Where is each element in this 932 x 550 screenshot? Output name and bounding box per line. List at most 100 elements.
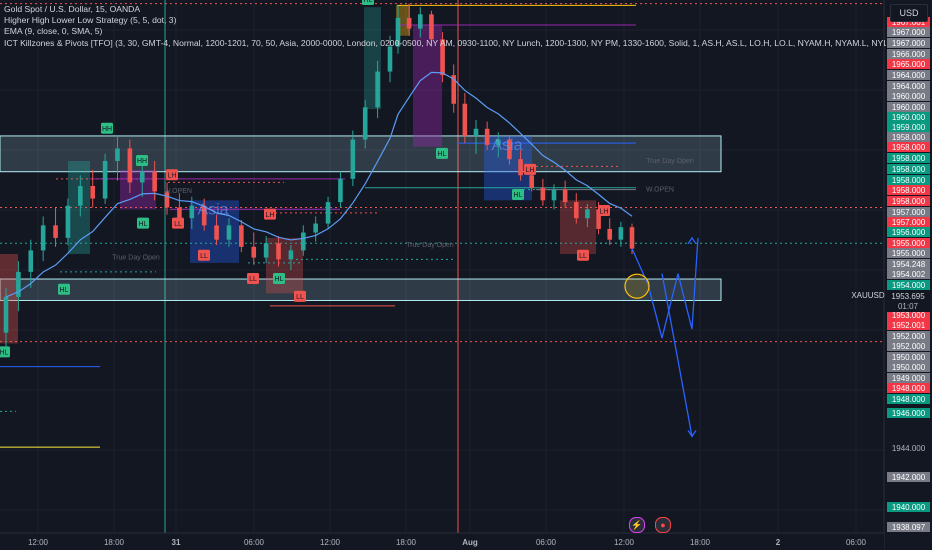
candle-body bbox=[53, 225, 58, 238]
swing-label-bg bbox=[101, 122, 113, 134]
price-tick: 1949.000 bbox=[887, 373, 930, 383]
swing-label-lh: LH bbox=[166, 169, 178, 181]
candle-body bbox=[429, 14, 434, 40]
indicator-killzones[interactable]: ICT Killzones & Pivots [TFO] (3, 30, GMT… bbox=[4, 37, 886, 48]
candle-body bbox=[440, 39, 445, 76]
flag-icon[interactable]: ● bbox=[655, 517, 671, 533]
candle-body bbox=[462, 103, 468, 136]
price-tick-label: 1964.000 bbox=[892, 71, 926, 80]
candle-40 bbox=[484, 121, 490, 151]
flash-icon[interactable]: ⚡ bbox=[629, 517, 645, 533]
candle-0 bbox=[3, 287, 9, 347]
price-axis[interactable]: 1967.0011967.0001967.0001966.0001965.000… bbox=[851, 0, 932, 550]
price-tick-label: 1938.097 bbox=[892, 523, 926, 532]
price-tick-label: 1948.000 bbox=[892, 384, 926, 393]
projection-path bbox=[631, 237, 699, 339]
candle-body bbox=[338, 178, 343, 203]
swing-label-hl: HL bbox=[362, 0, 374, 5]
session-label: Asia bbox=[197, 202, 228, 219]
price-tick-label: 1967.001 bbox=[892, 18, 926, 27]
swing-label-hl: HL bbox=[273, 273, 285, 285]
swing-label-bg bbox=[172, 217, 184, 229]
swing-label-text: HL bbox=[275, 276, 284, 283]
swing-label-bg bbox=[273, 273, 285, 285]
swing-label-hh: HH bbox=[136, 154, 148, 166]
symbol-tag: XAUUSD bbox=[851, 291, 885, 300]
swing-label-text: HH bbox=[102, 126, 112, 133]
candle-10 bbox=[127, 139, 133, 194]
price-tick-bg bbox=[887, 248, 930, 258]
swing-label-bg bbox=[166, 169, 178, 181]
indicator-hhll[interactable]: Higher High Lower Low Strategy (5, 5, do… bbox=[4, 15, 177, 26]
swing-label-hh: HH bbox=[101, 122, 113, 134]
price-tick: 1967.000 bbox=[887, 38, 930, 48]
countdown-timer: 01:07 bbox=[898, 302, 919, 311]
price-tick-bg bbox=[887, 112, 930, 122]
candle-body bbox=[495, 139, 501, 145]
swing-label-hl: HL bbox=[512, 188, 524, 200]
candle-2 bbox=[28, 239, 34, 288]
time-axis[interactable]: 12:00 18:00 31 06:00 12:00 18:00 Aug 06:00 12:00… bbox=[0, 532, 884, 550]
projection-arrows bbox=[624, 236, 699, 438]
price-tick-label: 1949.000 bbox=[892, 374, 926, 383]
price-tick-label: 1958.000 bbox=[892, 154, 926, 163]
swing-label-bg bbox=[512, 188, 524, 200]
swing-label-text: HL bbox=[438, 151, 447, 158]
swing-label-text: LH bbox=[168, 172, 177, 179]
time-tick-label: 06:00 bbox=[536, 538, 557, 547]
candle-22 bbox=[276, 236, 281, 267]
symbol-title[interactable]: Gold Spot / U.S. Dollar, 15, OANDA bbox=[4, 4, 141, 14]
candle-4 bbox=[53, 207, 58, 247]
price-tick-bg bbox=[887, 175, 930, 185]
price-tick-label: 1965.000 bbox=[892, 60, 926, 69]
price-tick-bg bbox=[887, 238, 930, 248]
indicator-ema[interactable]: EMA (9, close, 0, SMA, 5) bbox=[4, 26, 103, 37]
price-tick: 1957.000 bbox=[887, 207, 930, 217]
demand-zone bbox=[0, 278, 722, 301]
price-tick-bg bbox=[887, 38, 930, 48]
swing-label-bg bbox=[294, 290, 306, 302]
candle-30 bbox=[375, 60, 380, 119]
swing-label-text: LL bbox=[200, 253, 208, 260]
session-label: Asia bbox=[491, 137, 522, 154]
swing-label-bg bbox=[436, 147, 448, 159]
candle-52 bbox=[618, 221, 624, 247]
ema-path bbox=[5, 71, 633, 298]
candle-7 bbox=[90, 169, 96, 208]
ny-session-box bbox=[266, 237, 303, 294]
candle-5 bbox=[65, 198, 71, 246]
candle-body bbox=[507, 139, 512, 160]
candle-32 bbox=[395, 5, 401, 54]
candle-body bbox=[239, 225, 244, 247]
price-tick: 1952.000 bbox=[887, 341, 930, 351]
currency-button[interactable]: USD bbox=[890, 4, 928, 22]
price-tick-bg bbox=[887, 59, 930, 69]
time-tick-label: 31 bbox=[172, 538, 181, 547]
price-tick: 1958.000 bbox=[887, 185, 930, 195]
time-tick-label: 12:00 bbox=[28, 538, 49, 547]
time-tick-label: 18:00 bbox=[396, 538, 417, 547]
candle-13 bbox=[164, 182, 170, 215]
candle-body bbox=[28, 250, 34, 272]
candle-39 bbox=[473, 119, 479, 154]
time-tick-label: 06:00 bbox=[846, 538, 867, 547]
price-tick: 1946.000 bbox=[887, 408, 930, 418]
candle-43 bbox=[518, 150, 523, 181]
price-tick-label: 1957.000 bbox=[892, 218, 926, 227]
candle-body bbox=[313, 223, 318, 233]
price-tick-label: 1956.000 bbox=[892, 228, 926, 237]
candle-34 bbox=[417, 7, 423, 38]
ny-session-box bbox=[0, 253, 18, 344]
candle-51 bbox=[607, 218, 613, 246]
swing-label-text: HL bbox=[0, 350, 9, 357]
chart-legend: Gold Spot / U.S. Dollar, 15, OANDA Highe… bbox=[4, 4, 886, 49]
candle-body bbox=[350, 139, 356, 179]
candle-body bbox=[375, 71, 380, 108]
price-tick-label: 1958.000 bbox=[892, 165, 926, 174]
price-tick: 1938.097 bbox=[887, 522, 930, 532]
chart-grid bbox=[0, 0, 884, 533]
price-tick-label: 1955.000 bbox=[892, 249, 926, 258]
time-tick-label: 2 bbox=[776, 538, 781, 547]
time-tick-label: 18:00 bbox=[104, 538, 125, 547]
